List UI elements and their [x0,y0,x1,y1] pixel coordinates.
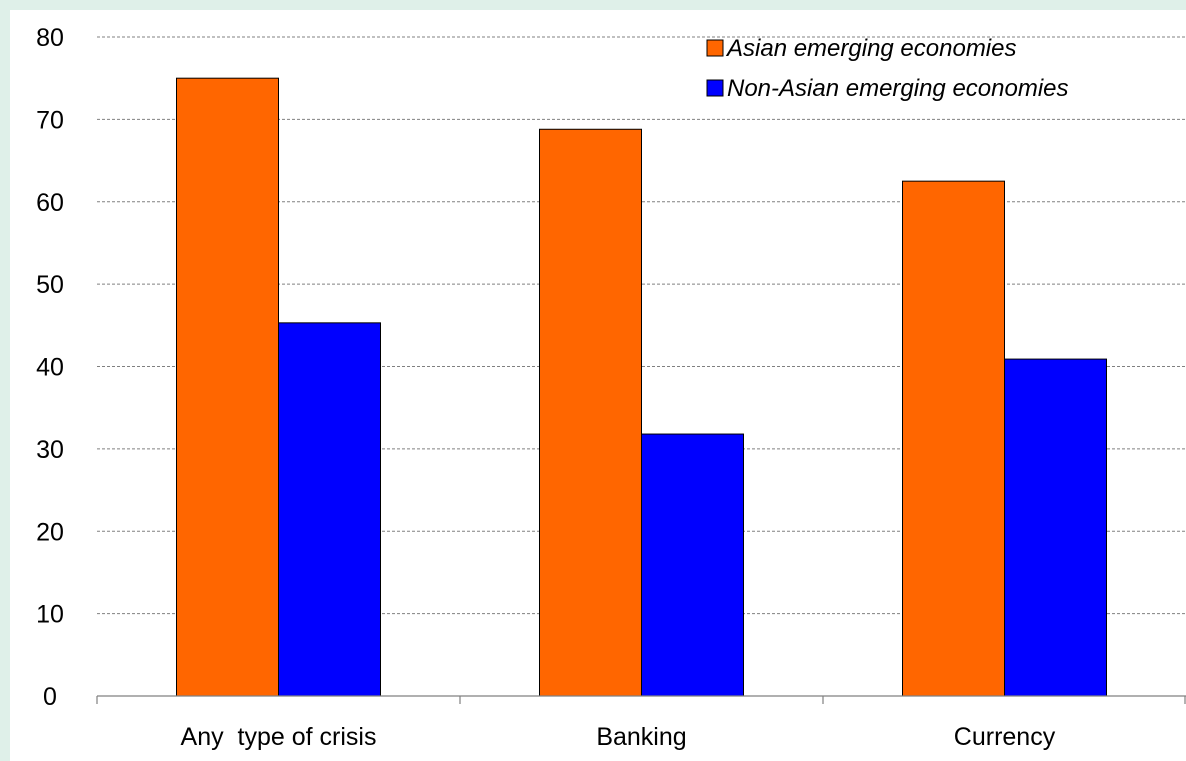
bar [539,128,642,697]
y-tick-label: 40 [36,354,64,382]
y-tick-labels: 0 10 20 30 40 50 60 70 80 [36,24,64,711]
legend-swatch [706,79,724,97]
x-tick-label: Currency [954,723,1056,751]
bar [902,180,1005,697]
y-tick-label: 0 [43,683,57,711]
y-tick-label: 80 [36,24,64,52]
y-tick-label: 20 [36,518,64,546]
y-tick-label: 30 [36,436,64,464]
legend-label: Non-Asian emerging economies [727,75,1069,102]
legend-label: Asian emerging economies [725,35,1017,62]
bar [278,322,381,697]
y-tick-label: 70 [36,106,64,134]
bar [1004,358,1107,697]
axes [96,695,1186,704]
legend: Asian emerging economies Non-Asian emergi… [706,35,1069,102]
x-tick-labels: Any type of crisis Banking Currency [181,723,1056,751]
y-tick-label: 50 [36,271,64,299]
x-tick-label: Any type of crisis [181,723,377,751]
bar [176,77,279,697]
bar-chart: 0 10 20 30 40 50 60 70 80 Any type of crisis Bank… [36,24,1186,751]
bar [641,433,744,697]
bars [176,77,1107,697]
y-tick-label: 60 [36,189,64,217]
chart-container: 0 10 20 30 40 50 60 70 80 Any type of crisis Bank… [10,10,1186,761]
legend-swatch [706,39,724,57]
x-tick-label: Banking [596,723,686,751]
y-tick-label: 10 [36,601,64,629]
